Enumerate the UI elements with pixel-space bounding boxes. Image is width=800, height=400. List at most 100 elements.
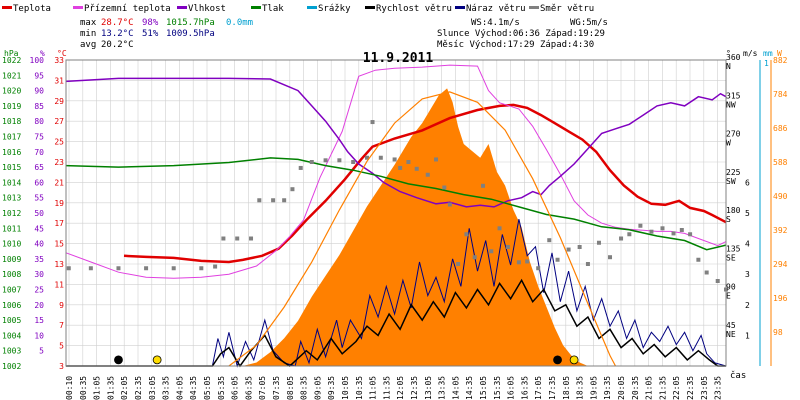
y-tick-dir-label: E (726, 292, 731, 301)
x-tick-label: 18:05 (562, 376, 571, 400)
series-p-zemn-teplota (65, 64, 727, 279)
series-sm-r-v-tru-point (337, 158, 342, 163)
x-tick-label: 08:35 (300, 376, 309, 400)
info-moon: Měsíc Východ:17:29 Západ:4:30 (437, 40, 594, 50)
series-solar (242, 88, 588, 367)
series-sm-r-v-tru-point (525, 259, 530, 264)
y-tick-hpa: 1022 (2, 56, 21, 65)
series-sm-r-v-tru-point (144, 266, 149, 271)
axis-unit-mm: mm (763, 49, 773, 58)
legend-swatch-ground (73, 6, 83, 9)
series-sm-r-v-tru-point (290, 187, 295, 192)
series-sm-r-v-tru-point (472, 255, 477, 260)
y-tick-w: 98 (773, 328, 783, 337)
y-tick-hpa: 1020 (2, 87, 21, 96)
y-tick-hpa: 1007 (2, 286, 21, 295)
y-tick-degc: 15 (54, 240, 64, 249)
axis-unit-pct: % (40, 49, 45, 58)
series-sm-r-v-tru-point (442, 185, 447, 190)
y-tick-pct: 95 (34, 71, 44, 80)
series-sm-r-v-tru-point (425, 172, 430, 177)
series-tlak (65, 157, 727, 251)
y-tick-hpa: 1005 (2, 316, 21, 325)
y-tick-dir: 90 (726, 283, 736, 292)
y-tick-pct: 70 (34, 148, 44, 157)
sun-moon-marker (569, 355, 579, 365)
legend-item-ground: Přízemní teplota (84, 4, 171, 14)
y-tick-ms: 3 (745, 270, 750, 279)
x-tick-label: 03:35 (162, 376, 171, 400)
series-sm-r-v-tru-point (88, 266, 93, 271)
series-sm-r-v-tru-point (298, 165, 303, 170)
x-tick-label: 11:05 (369, 376, 378, 400)
x-tick-label: 20:35 (631, 376, 640, 400)
axis-unit-hpa: hPa (4, 49, 19, 58)
y-tick-pct: 50 (34, 209, 44, 218)
legend-item-rain: Srážky (318, 4, 351, 14)
legend: Teplota Přízemní teplota Vlhkost Tlak Sr… (2, 4, 594, 14)
y-tick-dir-label: NW (726, 100, 736, 109)
stats-max-rain: 0.0mm (226, 18, 253, 28)
series-sm-r-v-tru-point (489, 249, 494, 254)
legend-swatch-wind (365, 6, 375, 9)
x-tick-label: 13:05 (424, 376, 433, 400)
y-tick-hpa: 1010 (2, 240, 21, 249)
stats-min-label: min (80, 29, 96, 39)
series-sm-r-v-tru-point (566, 247, 571, 252)
y-tick-dir: 135 (726, 244, 741, 253)
series-sm-r-v-tru-point (434, 157, 439, 162)
y-tick-hpa: 1011 (2, 224, 21, 233)
legend-swatch-dir (529, 6, 539, 9)
y-tick-hpa: 1009 (2, 255, 21, 264)
x-tick-label: 11:35 (382, 376, 391, 400)
legend-swatch-temp (2, 6, 12, 9)
series-sm-r-v-tru-point (213, 264, 218, 269)
y-tick-hpa: 1002 (2, 362, 21, 371)
y-tick-hpa: 1008 (2, 270, 21, 279)
y-tick-pct: 90 (34, 87, 44, 96)
series-sm-r-v-tru-point (638, 223, 643, 228)
series-sm-r-v-tru-point (516, 260, 521, 265)
series-sm-r-v-tru-point (696, 257, 701, 262)
stats-max-label: max (80, 18, 97, 28)
y-tick-hpa: 1013 (2, 194, 21, 203)
plot-frame (65, 59, 727, 367)
legend-swatch-press (251, 6, 261, 9)
series-sm-r-v-tru-point (378, 155, 383, 160)
series-sm-r-v-tru-point (309, 160, 314, 164)
series-solar-max (228, 91, 617, 367)
x-tick-label: 04:05 (175, 376, 184, 400)
x-tick-label: 15:35 (493, 376, 502, 400)
y-tick-ms: 4 (745, 240, 750, 249)
x-tick-label: 16:05 (507, 376, 516, 400)
series-n-raz-v-tru (66, 218, 727, 368)
y-tick-degc: 31 (54, 76, 64, 85)
axis-unit-degc: °C (57, 49, 67, 58)
y-tick-hpa: 1006 (2, 301, 21, 310)
y-tick-hpa: 1021 (2, 71, 21, 80)
series-sm-r-v-tru-point (249, 236, 254, 241)
stats-max-press: 1015.7hPa (166, 18, 215, 28)
sun-moon-marker (152, 355, 162, 365)
y-tick-w: 294 (773, 260, 788, 269)
x-tick-label: 04:35 (189, 376, 198, 400)
series-sm-r-v-tru-point (619, 236, 624, 241)
series-sm-r-v-tru-point (464, 232, 469, 237)
legend-item-temp: Teplota (13, 4, 51, 14)
series-sm-r-v-tru-point (577, 245, 582, 249)
legend-swatch-rain (307, 6, 317, 9)
sun-moon-marker (114, 355, 123, 365)
series-layer (65, 64, 728, 368)
x-tick-label: 12:05 (396, 376, 405, 400)
y-tick-degc: 25 (54, 138, 64, 147)
x-tick-label: 02:35 (134, 376, 143, 400)
x-tick-label: 12:35 (410, 376, 419, 400)
y-tick-ms: 2 (745, 301, 750, 310)
y-tick-degc: 17 (54, 219, 64, 228)
x-tick-label: 08:05 (286, 376, 295, 400)
x-tick-label: 06:05 (231, 376, 240, 400)
legend-item-dir: Směr větru (540, 4, 594, 14)
y-tick-w: 686 (773, 124, 788, 133)
y-tick-pct: 65 (34, 163, 44, 172)
y-tick-degc: 7 (59, 321, 64, 330)
